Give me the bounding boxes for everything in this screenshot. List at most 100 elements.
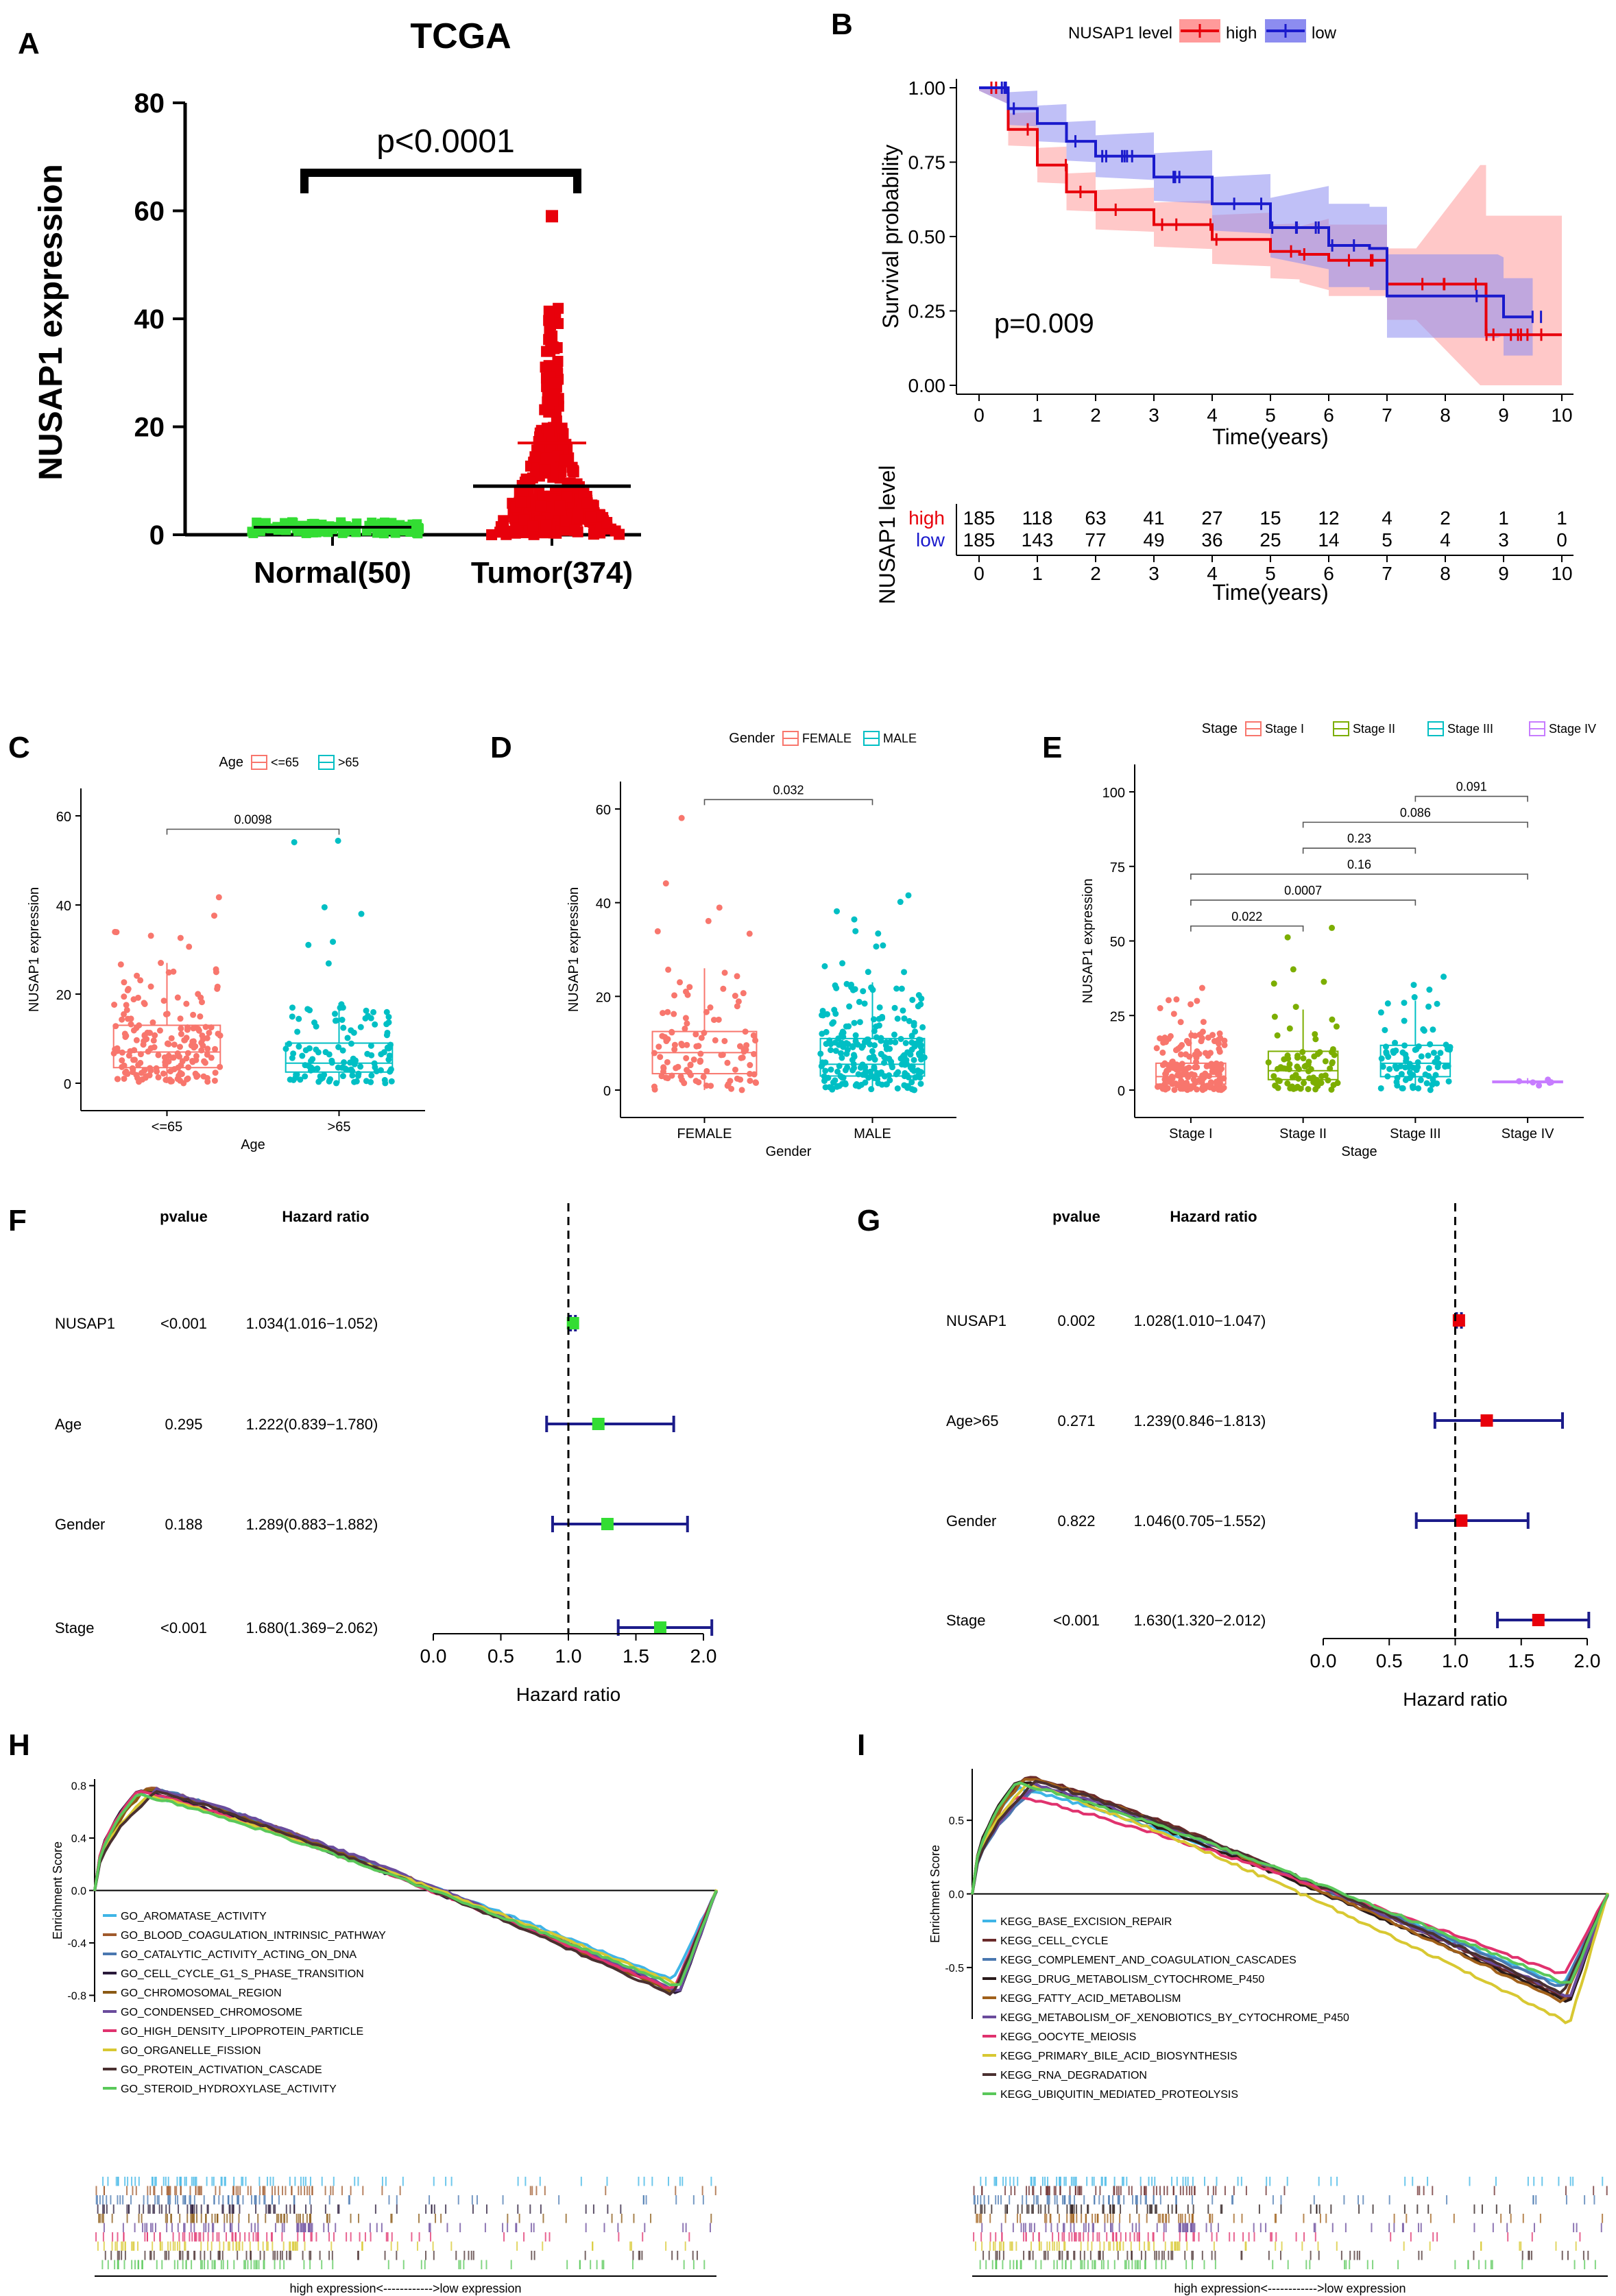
- data-point: [1392, 1039, 1399, 1046]
- hit-mark: [1028, 2204, 1030, 2214]
- hit-mark: [696, 2251, 698, 2260]
- hit-mark: [204, 2251, 206, 2260]
- hit-mark: [998, 2251, 1000, 2260]
- hit-mark: [135, 2186, 137, 2195]
- tumor-point: [529, 451, 541, 463]
- hit-mark: [1241, 2214, 1243, 2223]
- hit-mark: [476, 2195, 478, 2205]
- hit-mark: [272, 2186, 274, 2195]
- hit-mark: [1403, 2241, 1405, 2251]
- hit-mark: [1058, 2232, 1060, 2242]
- x-tick-label: 8: [1440, 404, 1451, 426]
- hit-mark: [1076, 2214, 1078, 2223]
- data-point: [1215, 1040, 1222, 1047]
- hit-mark: [167, 2186, 169, 2195]
- hit-mark: [165, 2204, 167, 2214]
- hit-mark: [1015, 2260, 1017, 2269]
- hit-mark: [381, 2177, 383, 2186]
- data-point: [160, 1070, 167, 1077]
- hit-mark: [1112, 2214, 1114, 2223]
- hit-mark: [1406, 2214, 1408, 2223]
- hit-mark: [328, 2214, 330, 2223]
- hit-mark: [1521, 2260, 1523, 2269]
- hit-mark: [1108, 2195, 1110, 2205]
- hit-mark: [278, 2186, 280, 2195]
- x-tick-label: 1.5: [623, 1645, 649, 1667]
- hit-mark: [1265, 2186, 1267, 2195]
- hit-mark: [692, 2251, 694, 2260]
- data-point: [197, 1013, 204, 1020]
- hit-mark: [122, 2241, 124, 2251]
- hit-mark: [580, 2177, 582, 2186]
- hit-mark: [1135, 2223, 1137, 2232]
- y-tick-label: 0: [64, 1077, 71, 1092]
- data-point: [155, 1052, 162, 1059]
- data-point: [1423, 1080, 1430, 1087]
- hit-mark: [1144, 2241, 1146, 2251]
- data-point: [830, 1019, 837, 1026]
- hit-mark: [294, 2177, 296, 2186]
- hit-mark: [1131, 2223, 1133, 2232]
- data-point: [296, 1043, 302, 1050]
- data-point: [682, 988, 689, 995]
- hit-mark: [237, 2251, 239, 2260]
- hit-mark: [1216, 2177, 1218, 2186]
- hit-mark: [650, 2214, 652, 2223]
- hit-mark: [1040, 2260, 1042, 2269]
- hit-mark: [224, 2177, 226, 2186]
- legend-label: GO_AROMATASE_ACTIVITY: [121, 1911, 267, 1922]
- hit-mark: [289, 2204, 291, 2214]
- data-point: [876, 1022, 882, 1029]
- hit-mark: [118, 2251, 120, 2260]
- hit-mark: [981, 2241, 983, 2251]
- hit-mark: [1100, 2177, 1102, 2186]
- hit-mark: [1056, 2177, 1058, 2186]
- data-point: [292, 1074, 299, 1081]
- hit-mark: [235, 2232, 237, 2242]
- tumor-point: [501, 529, 512, 540]
- hit-mark: [274, 2260, 276, 2269]
- hit-mark: [1101, 2177, 1103, 2186]
- hit-mark: [548, 2232, 551, 2242]
- data-point: [679, 1076, 686, 1083]
- hit-mark: [224, 2177, 226, 2186]
- hit-mark: [974, 2204, 976, 2214]
- risk-count: 2: [1440, 507, 1451, 529]
- hit-mark: [112, 2204, 114, 2214]
- hit-mark: [1388, 2195, 1390, 2205]
- hit-mark: [147, 2186, 149, 2195]
- data-point: [668, 1029, 675, 1036]
- hit-mark: [540, 2204, 542, 2214]
- normal-point: [288, 518, 298, 528]
- data-point: [891, 1031, 897, 1038]
- hit-mark: [1211, 2214, 1214, 2223]
- hit-mark: [1047, 2251, 1049, 2260]
- hit-mark: [1286, 2177, 1288, 2186]
- hit-mark: [232, 2204, 234, 2214]
- data-point: [857, 1064, 864, 1071]
- y-tick-label: 40: [134, 304, 165, 335]
- hit-mark: [987, 2195, 989, 2205]
- data-point: [830, 1079, 836, 1086]
- data-point: [677, 979, 684, 986]
- hit-mark: [973, 2195, 975, 2205]
- data-point: [387, 1066, 394, 1073]
- x-axis-title: Stage: [1341, 1144, 1377, 1159]
- hit-mark: [709, 2223, 711, 2232]
- hit-mark: [335, 2223, 337, 2232]
- data-point: [147, 1065, 154, 1072]
- hit-mark: [228, 2204, 230, 2214]
- data-point: [119, 1057, 125, 1064]
- hit-mark: [1259, 2223, 1262, 2232]
- data-point: [698, 1035, 705, 1041]
- hit-mark: [191, 2260, 193, 2269]
- hit-mark: [1113, 2232, 1115, 2242]
- tumor-point: [572, 509, 583, 520]
- data-point: [384, 1029, 391, 1036]
- data-point: [1429, 1081, 1436, 1088]
- hit-mark: [1123, 2195, 1125, 2205]
- y-axis-title: Enrichment Score: [928, 1845, 942, 1943]
- hit-mark: [176, 2177, 178, 2186]
- data-point: [664, 1008, 671, 1015]
- data-point: [1299, 1049, 1306, 1056]
